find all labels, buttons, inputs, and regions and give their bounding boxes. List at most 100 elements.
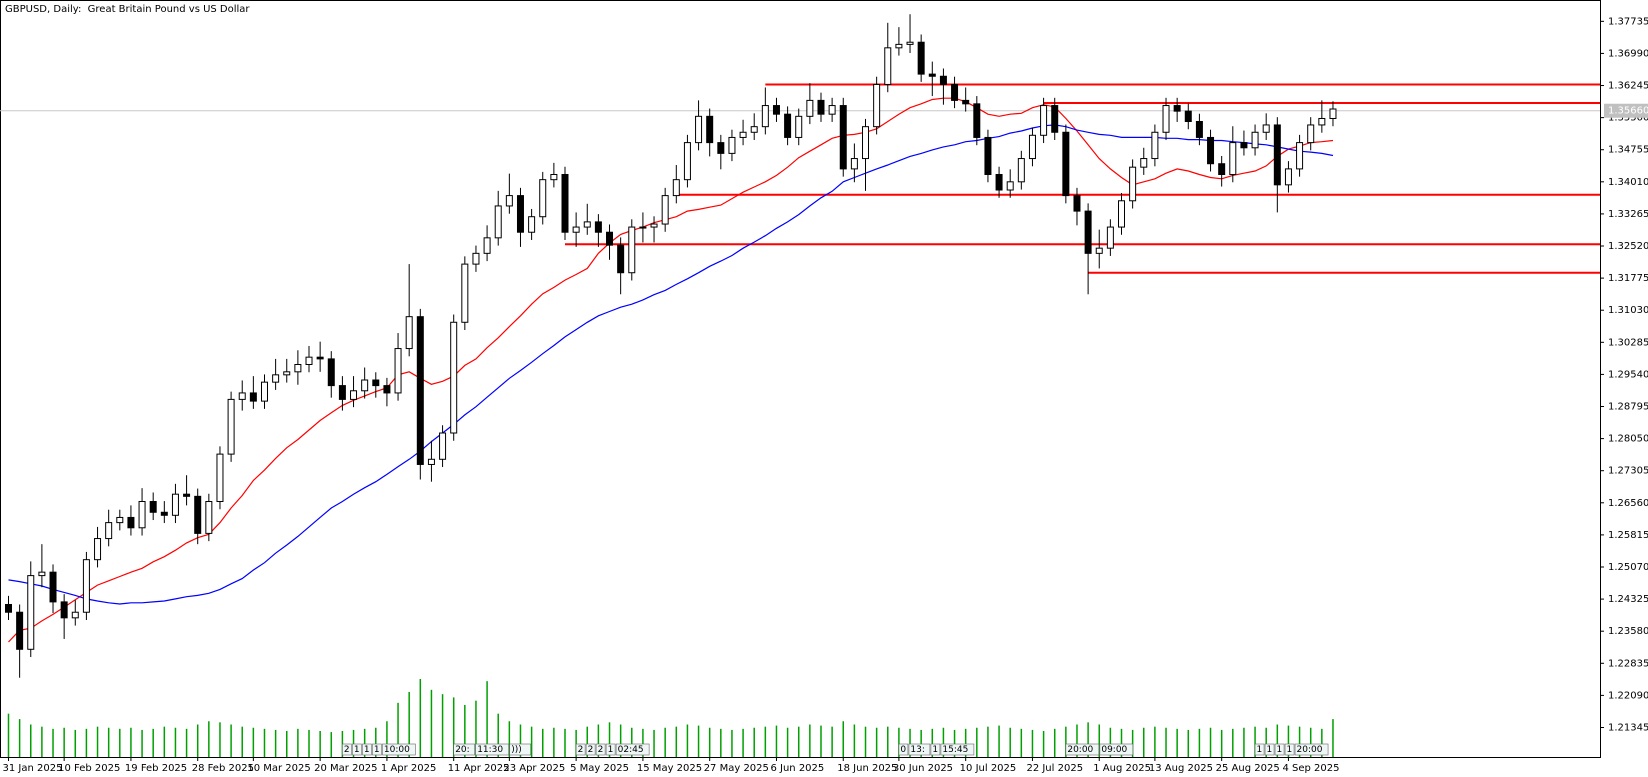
candle-body (717, 142, 725, 154)
candle-body (672, 179, 680, 197)
moving-average (8, 97, 1334, 643)
candle-body (606, 231, 614, 246)
candle-body (1040, 105, 1048, 136)
candle-body (483, 237, 491, 254)
trade-marker-box (1065, 743, 1100, 756)
y-tick-label: 1.23580 (1608, 626, 1648, 637)
candle-body (561, 173, 569, 233)
candle-body (94, 538, 102, 561)
candle-body (1062, 131, 1070, 197)
candle-body (1017, 158, 1025, 183)
y-tick-label: 1.32520 (1608, 241, 1648, 252)
trade-marker-label: ))) (511, 745, 522, 755)
candle-body (127, 516, 135, 529)
candle-body (1195, 120, 1203, 138)
x-tick-label: 1 Apr 2025 (381, 763, 436, 774)
candle-body (1262, 124, 1270, 133)
trade-marker-box (1264, 743, 1275, 756)
plot-frame (0, 0, 1601, 758)
candle-body (171, 493, 179, 516)
candle-body (928, 73, 936, 77)
trade-marker-label: 1 (364, 745, 370, 755)
y-tick-label: 1.34755 (1608, 145, 1648, 156)
y-tick-label: 1.31775 (1608, 273, 1648, 284)
candle-body (149, 501, 157, 513)
trade-marker-box (342, 743, 352, 756)
candle-body (572, 226, 580, 233)
trade-marker-label: 1 (932, 745, 938, 755)
candle-body (628, 226, 636, 274)
candle-body (683, 142, 691, 181)
y-tick-label: 1.35500 (1608, 113, 1648, 124)
trade-marker-box (595, 743, 606, 756)
candle-body (316, 356, 324, 360)
candle-body (873, 83, 881, 128)
trade-marker-box (475, 743, 510, 756)
candle-body (1273, 124, 1281, 186)
candle-body (350, 390, 358, 400)
trade-marker-box (1099, 743, 1134, 756)
x-tick-label: 10 Mar 2025 (247, 763, 310, 774)
candle-body (528, 216, 536, 233)
y-tick-label: 1.34010 (1608, 177, 1648, 188)
candle-body (1184, 110, 1192, 122)
trade-marker-box (382, 743, 416, 756)
trade-marker-box (372, 743, 382, 756)
candle-body (550, 173, 558, 181)
trade-marker-label: 2 (344, 745, 350, 755)
candle-body (60, 601, 68, 619)
y-tick-label: 1.31030 (1608, 305, 1648, 316)
trade-marker-box (930, 743, 941, 756)
candle-body (895, 43, 903, 49)
x-tick-label: 6 Jun 2025 (770, 763, 824, 774)
candle-body (1051, 105, 1059, 133)
y-tick-label: 1.22090 (1608, 690, 1648, 701)
candle-body (906, 41, 914, 45)
trade-marker-box (1254, 743, 1265, 756)
candle-body (5, 603, 12, 613)
candle-body (194, 495, 202, 534)
x-tick-label: 18 Jun 2025 (837, 763, 897, 774)
candle-body (38, 571, 46, 577)
candle-body (27, 575, 35, 650)
candle-body (1151, 131, 1159, 160)
candle-body (427, 458, 435, 465)
candle-body (416, 316, 424, 465)
chart-title: GBPUSD, Daily: Great Britain Pound vs US… (5, 4, 250, 15)
candle-body (695, 115, 703, 144)
trade-marker-label: 1 (1287, 745, 1293, 755)
candle-body (1073, 195, 1081, 212)
y-tick-label: 1.30285 (1608, 337, 1648, 348)
x-tick-label: 19 Feb 2025 (125, 763, 187, 774)
candle-body (272, 374, 280, 383)
candle-body (1307, 124, 1315, 144)
x-tick-label: 4 Sep 2025 (1282, 763, 1339, 774)
trade-marker-label: 0 (900, 745, 906, 755)
trade-marker-box (898, 743, 909, 756)
trade-marker-label: 20:00 (1067, 745, 1093, 755)
candle-body (795, 115, 803, 138)
candle-body (539, 179, 547, 218)
candle-body (884, 47, 892, 85)
x-tick-label: 15 May 2025 (637, 763, 702, 774)
candle-body (283, 371, 291, 376)
candle-body (1084, 210, 1092, 254)
x-tick-label: 13 Aug 2025 (1149, 763, 1213, 774)
candle-body (1207, 136, 1215, 165)
y-tick-label: 1.33265 (1608, 209, 1648, 220)
trade-marker-box (940, 743, 975, 756)
candle-body (1251, 131, 1259, 149)
x-tick-label: 10 Feb 2025 (58, 763, 120, 774)
candle-body (939, 75, 947, 85)
trade-marker-box (615, 743, 650, 756)
trade-marker-label: 02:45 (618, 745, 644, 755)
trade-marker-box (352, 743, 362, 756)
candle-body (772, 105, 780, 115)
trade-marker-label: 09:00 (1101, 745, 1127, 755)
x-tick-label: 30 Jun 2025 (893, 763, 953, 774)
candle-body (1229, 142, 1237, 175)
candle-body (917, 41, 925, 75)
trade-marker-box (585, 743, 596, 756)
trade-marker-label: 13: (910, 745, 924, 755)
